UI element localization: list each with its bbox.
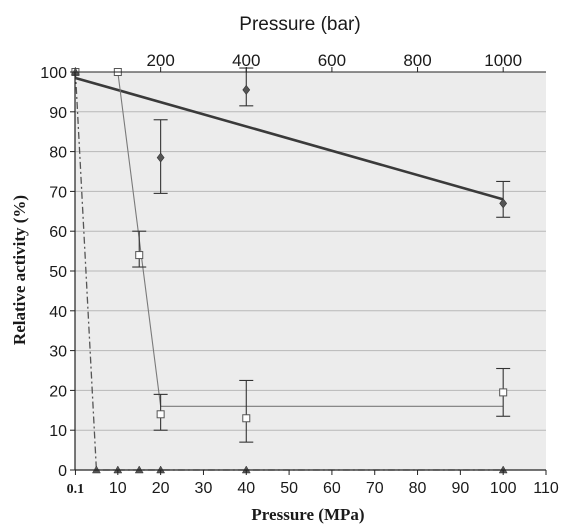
x-tick-label-1: 10 [109, 480, 127, 497]
top-axis-ticks: 200 400 600 800 1000 [146, 51, 522, 72]
point-square-1-2 [135, 251, 144, 260]
y-tick-label-9: 90 [49, 105, 67, 122]
point-diamond-0-2 [242, 84, 251, 95]
top-tick-label-0: 200 [146, 51, 174, 70]
x-tick-label-8: 80 [409, 480, 427, 497]
top-tick-label-2: 600 [318, 51, 346, 70]
y-tick-label-4: 40 [49, 304, 67, 321]
y-axis-title: Relative activity (%) [10, 195, 29, 345]
y-tick-label-5: 50 [49, 264, 67, 281]
x-tick-label-9: 90 [451, 480, 469, 497]
x-tick-label-6: 60 [323, 480, 341, 497]
y-tick-label-8: 80 [49, 145, 67, 162]
x-tick-label-3: 30 [195, 480, 213, 497]
x-axis-title: Pressure (MPa) [251, 505, 364, 524]
x-tick-label-7: 70 [366, 480, 384, 497]
y-axis-ticks: 0 10 20 30 40 50 60 70 80 90 100 [40, 65, 75, 480]
y-tick-label-6: 60 [49, 224, 67, 241]
y-tick-label-10: 100 [40, 65, 67, 82]
x-axis-ticks: 0.1 10 20 30 40 50 60 70 80 90 100 110 [67, 470, 559, 497]
x-tick-label-11: 110 [533, 480, 559, 497]
x-tick-label-10: 100 [490, 480, 517, 497]
y-tick-label-2: 20 [49, 383, 67, 400]
point-diamond-0-3 [499, 198, 508, 209]
y-tick-label-1: 10 [49, 423, 67, 440]
point-diamond-0-1 [156, 152, 165, 163]
y-tick-label-3: 30 [49, 344, 67, 361]
y-tick-label-0: 0 [58, 463, 67, 480]
x-tick-label-5: 50 [280, 480, 298, 497]
point-square-1-4 [242, 414, 251, 423]
top-tick-label-4: 1000 [484, 51, 522, 70]
y-tick-label-7: 70 [49, 184, 67, 201]
top-tick-label-3: 800 [403, 51, 431, 70]
x-tick-label-2: 20 [152, 480, 170, 497]
top-tick-label-1: 400 [232, 51, 260, 70]
top-axis-title: Pressure (bar) [239, 14, 360, 35]
point-square-1-3 [156, 410, 165, 419]
x-tick-label-4: 40 [237, 480, 255, 497]
x-tick-label-0: 0.1 [67, 482, 85, 497]
fit-line-series-0 [75, 76, 504, 201]
point-square-1-5 [499, 388, 508, 397]
